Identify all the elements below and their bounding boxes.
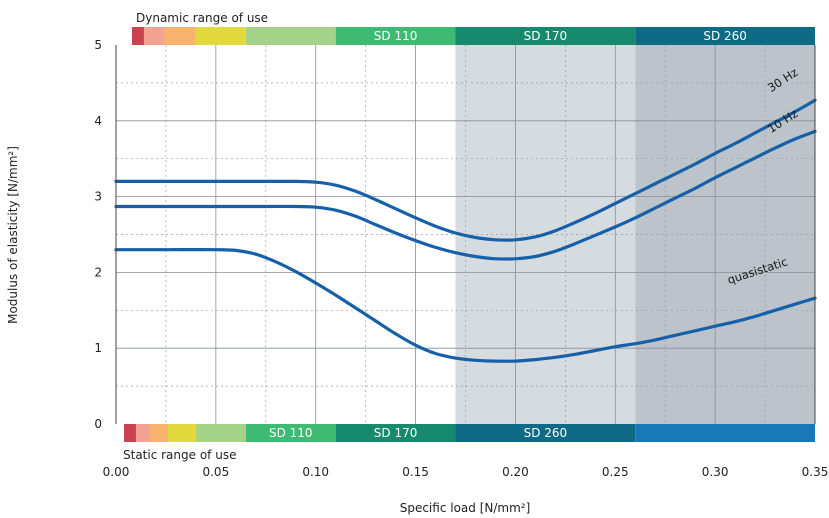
x-tick-label: 0.25 bbox=[602, 465, 629, 479]
series-line-0 bbox=[114, 98, 817, 242]
series-line-1 bbox=[114, 129, 817, 261]
dynamic-band-5 bbox=[335, 27, 456, 45]
dynamic-band-3 bbox=[195, 27, 246, 45]
y-tick-label: 0 bbox=[94, 417, 102, 431]
static-band-8 bbox=[635, 424, 815, 442]
dynamic-band-label-5: SD 110 bbox=[374, 29, 418, 43]
x-tick-label: 0.35 bbox=[802, 465, 829, 479]
y-tick-label: 5 bbox=[94, 38, 102, 52]
dynamic-band-4 bbox=[245, 27, 336, 45]
x-tick-label: 0.20 bbox=[502, 465, 529, 479]
static-band-1 bbox=[135, 424, 150, 442]
y-tick-label: 2 bbox=[94, 265, 102, 279]
static-range-title: Static range of use bbox=[123, 448, 236, 462]
static-band-label-6: SD 170 bbox=[374, 426, 418, 440]
y-tick-label: 3 bbox=[94, 190, 102, 204]
static-band-5 bbox=[245, 424, 336, 442]
dynamic-band-6 bbox=[455, 27, 636, 45]
static-band-label-7: SD 260 bbox=[524, 426, 568, 440]
dynamic-band-label-6: SD 170 bbox=[524, 29, 568, 43]
static-band-7 bbox=[455, 424, 636, 442]
y-axis-label: Modulus of elasticity [N/mm²] bbox=[6, 146, 20, 324]
dynamic-band-1 bbox=[143, 27, 164, 45]
x-axis-label: Specific load [N/mm²] bbox=[400, 501, 531, 515]
dynamic-band-0 bbox=[131, 27, 144, 45]
dynamic-band-label-7: SD 260 bbox=[703, 29, 747, 43]
static-band-6 bbox=[335, 424, 456, 442]
static-band-0 bbox=[123, 424, 136, 442]
dynamic-band-7 bbox=[635, 27, 815, 45]
x-tick-label: 0.30 bbox=[702, 465, 729, 479]
y-tick-label: 4 bbox=[94, 114, 102, 128]
x-tick-label: 0.15 bbox=[402, 465, 429, 479]
x-tick-label: 0.10 bbox=[302, 465, 329, 479]
y-tick-label: 1 bbox=[94, 341, 102, 355]
static-range-bar: SD 110 SD 170 SD 260 bbox=[123, 424, 815, 442]
static-band-label-5: SD 110 bbox=[269, 426, 313, 440]
static-band-3 bbox=[167, 424, 196, 442]
dynamic-range-bar: SD 110 SD 170 SD 260 bbox=[131, 27, 815, 45]
axes: 0.00 0.05 0.10 0.15 0.20 0.25 0.30 0.35 0 1 2 3 4 5 bbox=[94, 38, 828, 479]
dynamic-range-title: Dynamic range of use bbox=[136, 11, 268, 25]
x-tick-label: 0.00 bbox=[103, 465, 130, 479]
series-line-2 bbox=[114, 248, 817, 363]
dynamic-band-2 bbox=[163, 27, 196, 45]
x-tick-label: 0.05 bbox=[202, 465, 229, 479]
static-band-4 bbox=[195, 424, 246, 442]
static-band-2 bbox=[149, 424, 168, 442]
